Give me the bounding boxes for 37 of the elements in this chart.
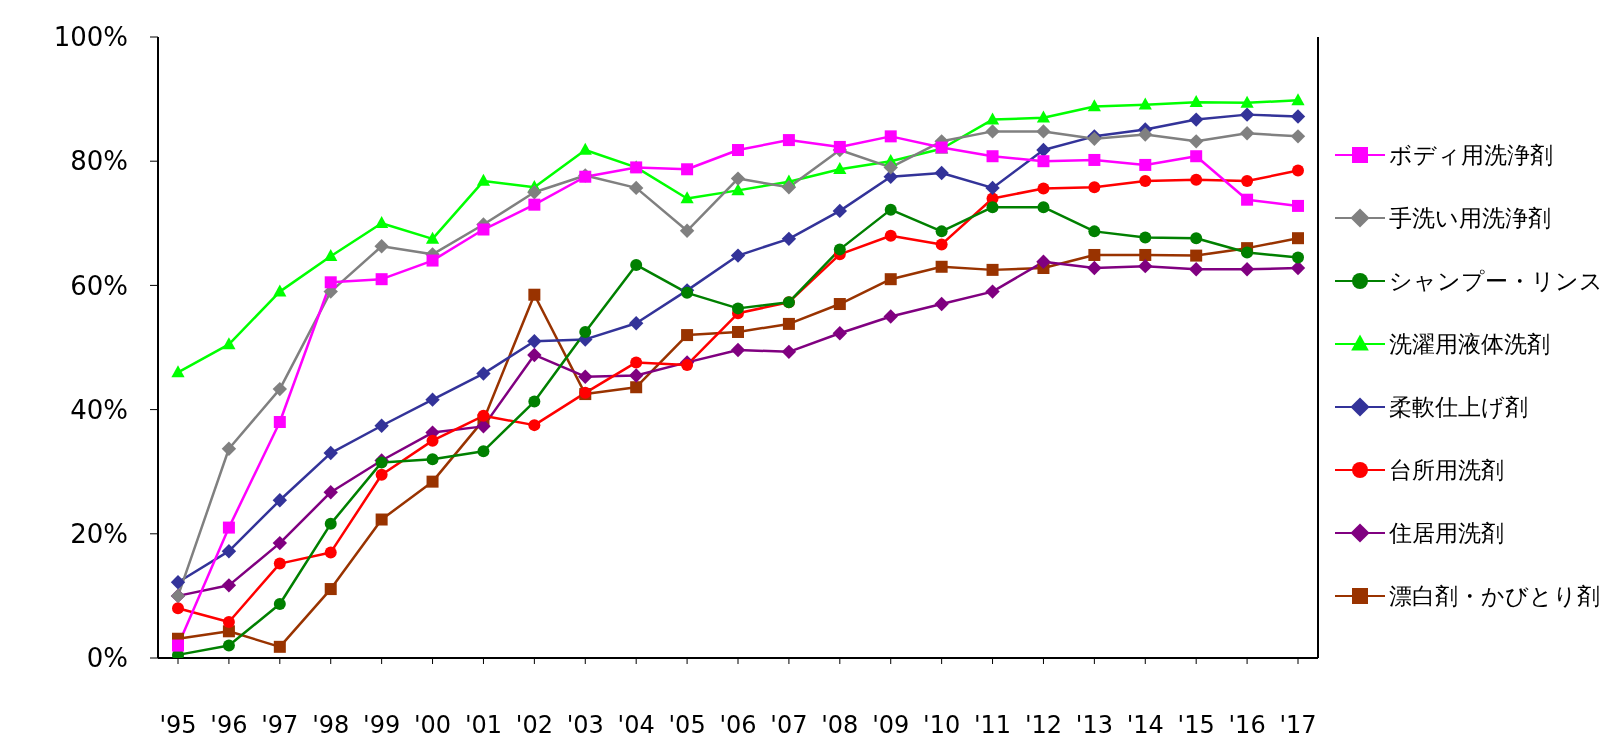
x-tick-label: '16 [1228, 711, 1266, 740]
x-tick-label: '10 [923, 711, 961, 740]
legend-label: ボディ用洗浄剤 [1389, 140, 1553, 170]
x-tick-label: '03 [566, 711, 604, 740]
legend-label: 台所用洗剤 [1389, 455, 1504, 485]
legend-label: 漂白剤・かびとり剤 [1389, 581, 1600, 611]
y-tick-label: 40% [70, 394, 128, 425]
legend-label: 柔軟仕上げ剤 [1389, 392, 1528, 422]
x-tick-label: '01 [464, 711, 503, 740]
y-tick-label: 100% [53, 22, 128, 53]
x-tick-label: '97 [261, 711, 299, 740]
x-tick-label: '02 [515, 711, 553, 740]
legend-label: 洗濯用液体洗剤 [1389, 329, 1550, 359]
x-tick-label: '11 [973, 711, 1012, 740]
x-tick-label: '17 [1279, 711, 1317, 740]
x-tick-label: '95 [159, 711, 197, 740]
x-tick-label: '08 [821, 711, 859, 740]
x-tick-label: '15 [1177, 711, 1215, 740]
legend-label: シャンプー・リンス [1389, 266, 1603, 296]
y-tick-label: 80% [70, 146, 128, 177]
y-tick-label: 0% [86, 643, 128, 674]
legend-label: 住居用洗剤 [1389, 518, 1504, 548]
x-tick-label: '09 [872, 711, 910, 740]
y-tick-label: 60% [70, 270, 128, 301]
x-tick-label: '06 [719, 711, 757, 740]
x-tick-label: '05 [668, 711, 706, 740]
x-tick-label: '00 [413, 711, 452, 740]
x-tick-label: '98 [312, 711, 350, 740]
x-tick-label: '13 [1075, 711, 1113, 740]
legend-label: 手洗い用洗浄剤 [1389, 203, 1551, 233]
x-tick-label: '14 [1126, 711, 1164, 740]
x-tick-label: '12 [1024, 711, 1063, 740]
x-tick-label: '96 [210, 711, 248, 740]
x-tick-label: '99 [363, 711, 401, 740]
y-tick-label: 20% [70, 519, 128, 550]
x-tick-label: '04 [617, 711, 655, 740]
x-tick-label: '07 [770, 711, 808, 740]
